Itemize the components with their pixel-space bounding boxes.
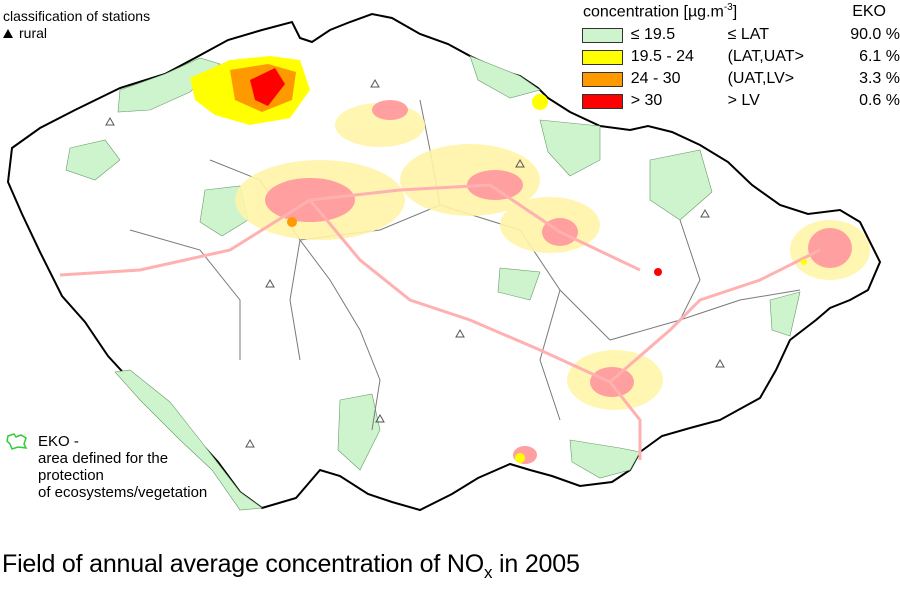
legend-swatch: [582, 93, 623, 109]
rural-station-icon: [105, 116, 115, 126]
legend-row: 19.5 - 24 (LAT,UAT> 6.1 %: [582, 46, 900, 68]
legend-swatch: [582, 27, 623, 43]
eko-note-line4: of ecosystems/vegetation: [38, 484, 208, 501]
small-hotspots: [287, 94, 807, 463]
legend-row: ≤ 19.5 ≤ LAT 90.0 %: [582, 24, 900, 46]
rural-station-icon: [375, 413, 385, 423]
rural-label: rural: [19, 25, 48, 41]
map-title: Field of annual average concentration of…: [2, 550, 580, 582]
triangle-icon: [3, 29, 13, 38]
nox-concentration-map: [6, 12, 882, 512]
eko-note-line1: EKO -: [38, 432, 79, 450]
legend-swatch: [582, 49, 623, 65]
eko-note-line2: area defined for the: [38, 450, 169, 467]
eko-areas: [65, 55, 801, 511]
legend-swatch: [582, 71, 623, 87]
rural-station-icon: [515, 158, 525, 168]
rural-station-icon: [715, 358, 725, 368]
rural-station-icon: [370, 78, 380, 88]
rural-station-icon: [265, 278, 275, 288]
eko-note-line3: protection: [38, 467, 104, 484]
rural-station-icon: [700, 208, 710, 218]
highway-corridors: [59, 183, 821, 460]
station-classification-heading: classification of stations: [3, 8, 151, 24]
station-classification-legend: classification of stations rural: [3, 8, 150, 42]
eko-area-outline-icon: [6, 433, 28, 450]
eko-note: EKO - area defined for the protection of…: [6, 432, 207, 501]
eko-header: EKO: [852, 3, 886, 20]
concentration-header: concentration [µg.m-3]: [583, 2, 738, 21]
rural-station-markers: [105, 78, 725, 448]
northwest-hotspot: [190, 56, 310, 125]
legend-row: 24 - 30 (UAT,LV> 3.3 %: [582, 68, 900, 90]
legend-row: > 30 > LV 0.6 %: [582, 90, 900, 112]
concentration-legend: concentration [µg.m-3] EKO ≤ 19.5 ≤ LAT …: [582, 0, 900, 112]
rural-station-icon: [455, 328, 465, 338]
rural-station-icon: [245, 438, 255, 448]
